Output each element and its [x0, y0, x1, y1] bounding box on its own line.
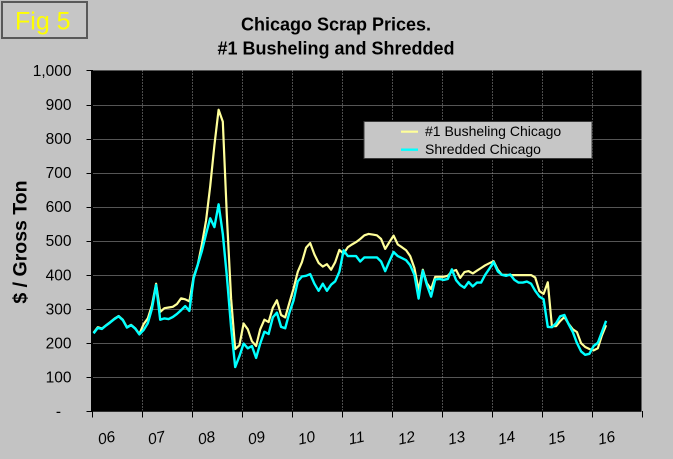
svg-text:Shredded Chicago: Shredded Chicago [425, 141, 541, 157]
svg-text:Fig 5: Fig 5 [15, 8, 71, 36]
svg-text:$ / Gross Ton: $ / Gross Ton [10, 180, 32, 303]
svg-text:06: 06 [96, 428, 117, 448]
svg-text:800: 800 [46, 131, 72, 148]
svg-text:07: 07 [146, 428, 168, 448]
svg-text:16: 16 [596, 428, 617, 448]
svg-text:-: - [56, 404, 61, 421]
svg-text:200: 200 [46, 335, 72, 352]
svg-text:12: 12 [396, 428, 417, 448]
svg-text:Chicago Scrap Prices.: Chicago Scrap Prices. [241, 15, 431, 35]
svg-text:14: 14 [496, 428, 517, 448]
svg-text:13: 13 [446, 428, 467, 448]
svg-text:700: 700 [46, 165, 72, 182]
svg-text:1,000: 1,000 [33, 63, 72, 80]
svg-text:100: 100 [46, 369, 72, 386]
svg-text:08: 08 [196, 428, 217, 448]
svg-text:#1 Busheling and Shredded: #1 Busheling and Shredded [217, 39, 454, 59]
svg-text:600: 600 [46, 199, 72, 216]
svg-text:#1 Busheling Chicago: #1 Busheling Chicago [425, 123, 561, 139]
svg-text:900: 900 [46, 97, 72, 114]
svg-text:500: 500 [46, 233, 72, 250]
svg-text:15: 15 [546, 428, 567, 448]
svg-text:09: 09 [246, 428, 267, 448]
svg-text:300: 300 [46, 301, 72, 318]
svg-text:400: 400 [46, 267, 72, 284]
svg-text:10: 10 [296, 428, 317, 448]
svg-text:11: 11 [347, 429, 366, 449]
